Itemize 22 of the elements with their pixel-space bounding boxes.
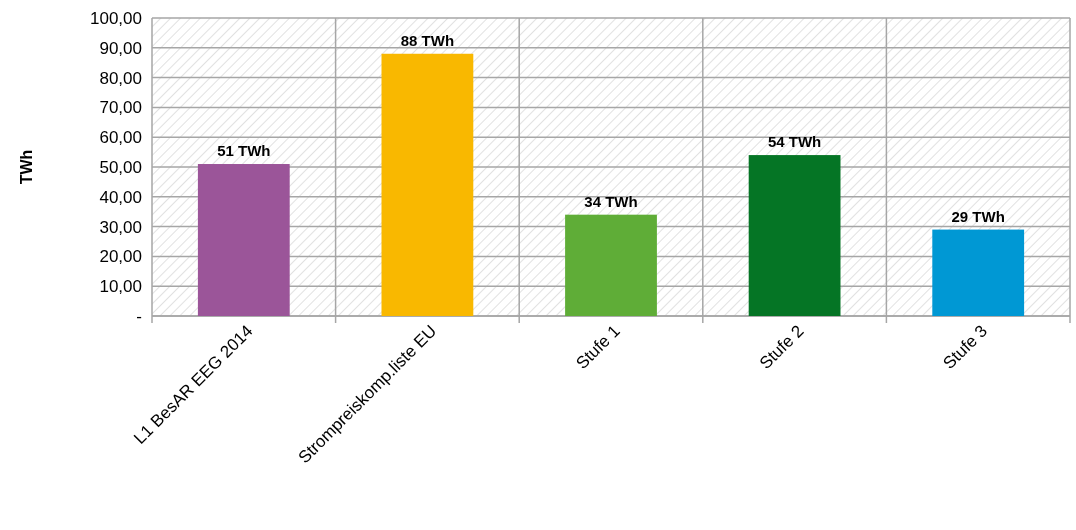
bar (565, 214, 657, 316)
bar (381, 53, 474, 316)
y-tick-label: 100,00 (90, 8, 142, 28)
y-tick-label: 10,00 (99, 277, 142, 297)
y-tick-label: 50,00 (99, 157, 142, 177)
data-label: 34 TWh (584, 192, 638, 210)
y-tick-label: 30,00 (99, 217, 142, 237)
y-tick-label: 20,00 (99, 247, 142, 267)
data-label: 88 TWh (400, 31, 455, 49)
data-label: 51 TWh (217, 142, 271, 160)
y-axis-title: TWh (18, 149, 35, 185)
y-tick-label: - (136, 306, 142, 326)
y-tick-label: 70,00 (99, 98, 142, 118)
bar (197, 164, 290, 316)
y-tick-label: 40,00 (99, 187, 142, 207)
y-tick-label: 60,00 (99, 128, 142, 148)
data-label: 54 TWh (767, 133, 822, 151)
y-tick-label: 90,00 (99, 38, 142, 58)
bar (748, 155, 841, 316)
bar (932, 229, 1025, 316)
data-label: 29 TWh (951, 207, 1005, 225)
y-tick-label: 80,00 (99, 68, 142, 88)
